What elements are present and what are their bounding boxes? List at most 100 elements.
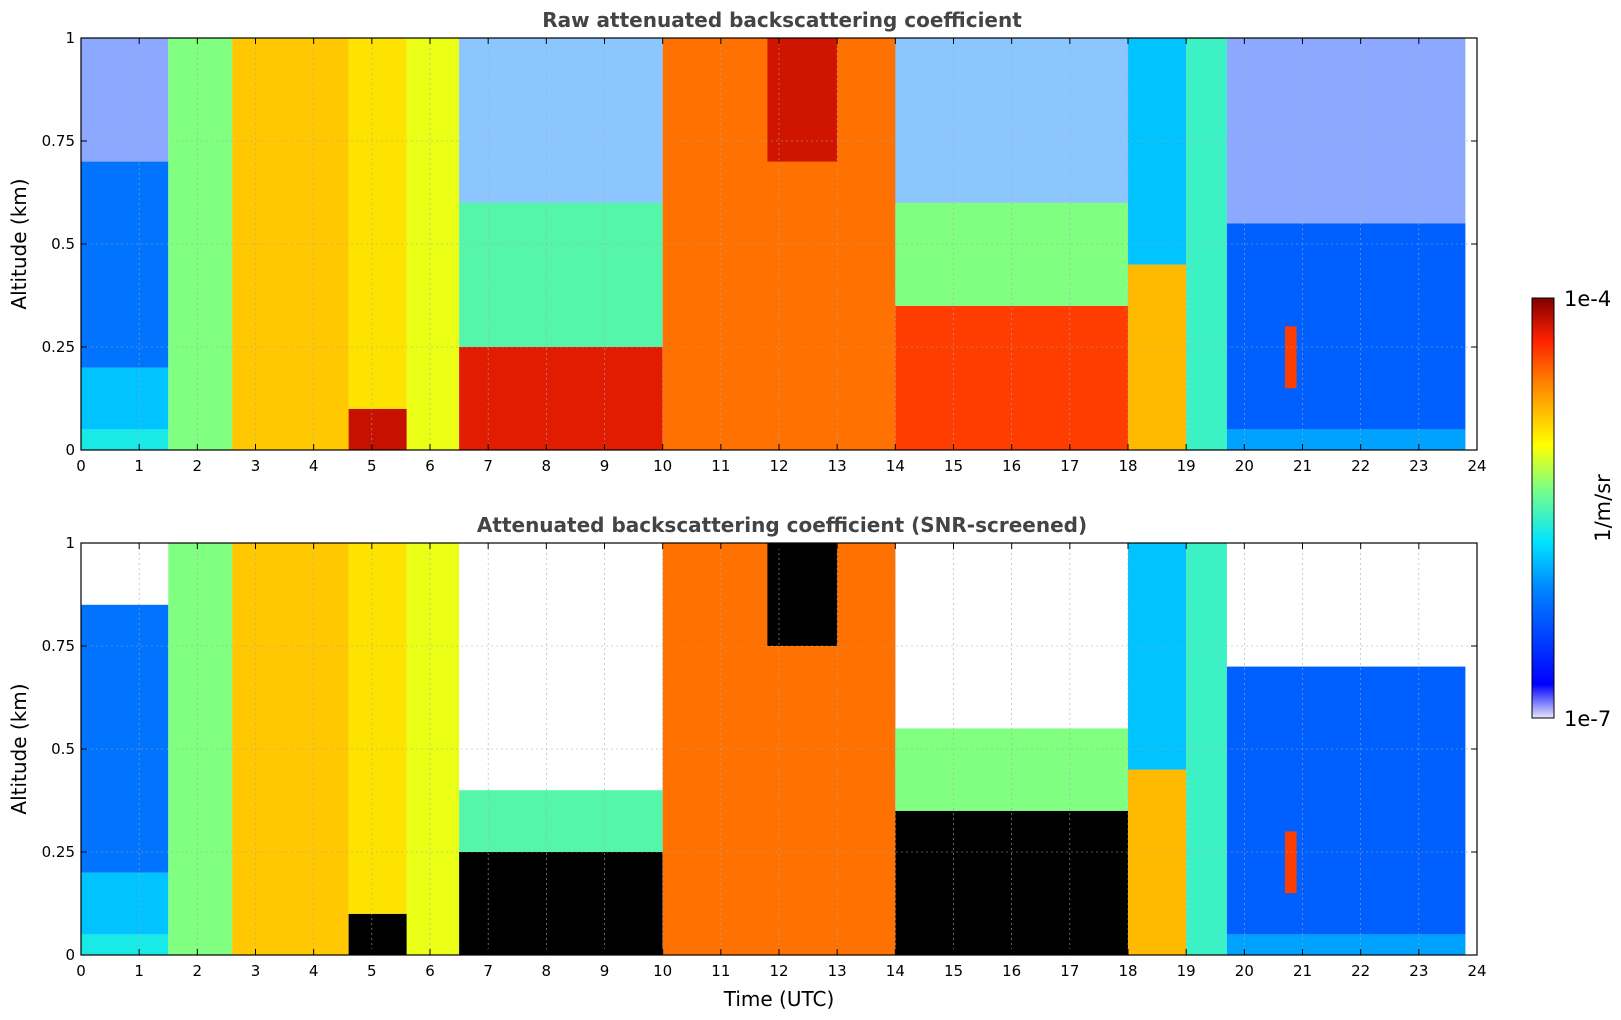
heatmap-region — [81, 367, 169, 430]
x-tick-label: 14 — [886, 962, 905, 980]
heatmap-region — [348, 913, 407, 955]
y-tick-label: 0.5 — [51, 740, 75, 758]
heatmap-region — [459, 347, 663, 450]
x-tick-label: 12 — [769, 962, 788, 980]
heatmap-region — [81, 934, 169, 955]
y-tick-label: 1 — [65, 29, 75, 47]
y-tick-label: 0.25 — [42, 843, 75, 861]
x-tick-label: 24 — [1467, 962, 1486, 980]
x-axis-label: Time (UTC) — [723, 987, 835, 1011]
x-tick-label: 5 — [367, 962, 377, 980]
heatmap-region — [1128, 769, 1187, 955]
x-tick-label: 0 — [76, 962, 86, 980]
x-tick-label: 1 — [134, 962, 144, 980]
x-tick-label: 14 — [886, 457, 905, 475]
heatmap-region — [459, 38, 663, 203]
x-tick-label: 18 — [1118, 962, 1137, 980]
x-tick-label: 20 — [1235, 457, 1254, 475]
x-tick-label: 19 — [1177, 457, 1196, 475]
x-tick-label: 4 — [309, 457, 319, 475]
x-tick-label: 15 — [944, 962, 963, 980]
heatmap-region — [1285, 326, 1297, 389]
heatmap-region — [81, 161, 169, 368]
y-tick-label: 0.75 — [42, 132, 75, 150]
x-tick-label: 13 — [828, 457, 847, 475]
x-tick-label: 12 — [769, 457, 788, 475]
x-tick-label: 17 — [1060, 457, 1079, 475]
y-tick-label: 0.75 — [42, 637, 75, 655]
heatmap-region — [1226, 429, 1466, 450]
x-tick-label: 9 — [600, 962, 610, 980]
heatmap-region — [1226, 934, 1466, 955]
axis-ticks: 0 1 2 3 4 5 6 7 8 9 10 11 12 13 14 15 16 17 18 19 20 21 22 23 24… — [42, 29, 1487, 475]
heatmap-region — [1128, 38, 1187, 265]
x-tick-label: 4 — [309, 962, 319, 980]
heatmap-region — [1226, 666, 1466, 935]
heatmap-area — [81, 38, 1466, 450]
heatmap-region — [348, 408, 407, 450]
x-tick-label: 21 — [1293, 457, 1312, 475]
x-tick-label: 22 — [1351, 962, 1370, 980]
heatmap-region — [767, 38, 838, 162]
x-tick-label: 9 — [600, 457, 610, 475]
x-tick-label: 15 — [944, 457, 963, 475]
heatmap-region — [767, 543, 838, 646]
heatmap-region — [895, 38, 1128, 203]
grid — [80, 37, 1478, 451]
x-tick-label: 16 — [1002, 962, 1021, 980]
x-tick-label: 21 — [1293, 962, 1312, 980]
x-tick-label: 7 — [483, 457, 493, 475]
x-tick-label: 0 — [76, 457, 86, 475]
x-tick-label: 11 — [711, 457, 730, 475]
x-tick-label: 22 — [1351, 457, 1370, 475]
colorbar-label: 1/m/sr — [1591, 474, 1615, 542]
raw-backscatter-panel: Raw attenuated backscattering coefficien… — [7, 8, 1487, 475]
heatmap-region — [1128, 543, 1187, 770]
x-tick-label: 24 — [1467, 457, 1486, 475]
chart-title: Attenuated backscattering coefficient (S… — [477, 513, 1087, 537]
y-tick-label: 0.25 — [42, 338, 75, 356]
x-tick-label: 18 — [1118, 457, 1137, 475]
x-tick-label: 8 — [542, 962, 552, 980]
y-tick-label: 0 — [65, 441, 75, 459]
heatmap-region — [459, 790, 663, 852]
axis-ticks: 0 1 2 3 4 5 6 7 8 9 10 11 12 13 14 15 16 17 18 19 20 21 22 23 24… — [42, 534, 1487, 980]
x-tick-label: 3 — [251, 962, 261, 980]
heatmap-region — [81, 604, 169, 873]
x-tick-label: 2 — [193, 457, 203, 475]
heatmap-region — [1226, 223, 1466, 430]
x-tick-label: 20 — [1235, 962, 1254, 980]
x-tick-label: 23 — [1409, 962, 1428, 980]
y-tick-label: 1 — [65, 534, 75, 552]
x-tick-label: 10 — [653, 962, 672, 980]
x-tick-label: 2 — [193, 962, 203, 980]
heatmap-region — [1226, 38, 1466, 224]
snr-screened-backscatter-panel: Attenuated backscattering coefficient (S… — [7, 513, 1487, 1011]
x-tick-label: 13 — [828, 962, 847, 980]
x-tick-label: 6 — [425, 962, 435, 980]
x-tick-label: 19 — [1177, 962, 1196, 980]
x-tick-label: 6 — [425, 457, 435, 475]
colorbar: 1e-4 1e-7 1/m/sr — [1531, 287, 1615, 731]
x-tick-label: 8 — [542, 457, 552, 475]
x-tick-label: 17 — [1060, 962, 1079, 980]
x-tick-label: 10 — [653, 457, 672, 475]
heatmap-region — [81, 872, 169, 935]
heatmap-region — [81, 38, 169, 162]
x-tick-label: 16 — [1002, 457, 1021, 475]
heatmap-region — [1285, 831, 1297, 894]
heatmap-region — [81, 429, 169, 450]
heatmap-region — [459, 202, 663, 347]
x-tick-label: 1 — [134, 457, 144, 475]
colorbar-min-label: 1e-7 — [1564, 707, 1611, 731]
heatmap-region — [348, 543, 407, 914]
x-tick-label: 11 — [711, 962, 730, 980]
y-tick-label: 0 — [65, 946, 75, 964]
y-tick-label: 0.5 — [51, 235, 75, 253]
heatmap-region — [1128, 264, 1187, 450]
colorbar-gradient — [1531, 297, 1555, 719]
x-tick-label: 7 — [483, 962, 493, 980]
x-tick-label: 23 — [1409, 457, 1428, 475]
y-axis-label: Altitude (km) — [7, 683, 31, 814]
